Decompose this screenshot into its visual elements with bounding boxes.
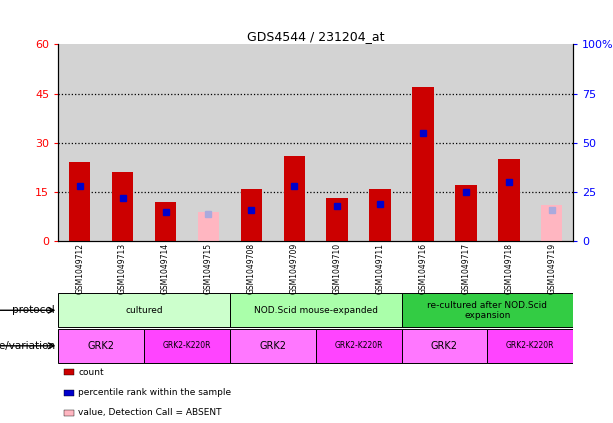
Text: protocol: protocol <box>12 305 55 315</box>
Bar <box>112 172 134 241</box>
Bar <box>402 44 444 241</box>
Bar <box>144 44 187 241</box>
Bar <box>154 202 177 241</box>
Text: GSM1049715: GSM1049715 <box>204 243 213 294</box>
Bar <box>58 44 101 241</box>
Bar <box>487 329 573 363</box>
Bar <box>241 189 262 241</box>
Text: GSM1049710: GSM1049710 <box>333 243 341 294</box>
Text: GSM1049718: GSM1049718 <box>504 243 513 294</box>
Bar <box>402 294 573 327</box>
Text: GSM1049711: GSM1049711 <box>376 243 384 294</box>
Bar <box>530 44 573 241</box>
Bar <box>230 329 316 363</box>
Bar <box>284 156 305 241</box>
Bar <box>444 44 487 241</box>
Text: GRK2: GRK2 <box>431 341 458 351</box>
Bar <box>197 212 219 241</box>
Text: GRK2-K220R: GRK2-K220R <box>334 341 383 350</box>
Text: GSM1049713: GSM1049713 <box>118 243 127 294</box>
Text: re-cultured after NOD.Scid
expansion: re-cultured after NOD.Scid expansion <box>427 301 547 320</box>
Bar <box>487 44 530 241</box>
Text: value, Detection Call = ABSENT: value, Detection Call = ABSENT <box>78 408 222 418</box>
Text: GRK2: GRK2 <box>88 341 115 351</box>
Bar <box>327 198 348 241</box>
Title: GDS4544 / 231204_at: GDS4544 / 231204_at <box>247 30 384 43</box>
Text: GSM1049708: GSM1049708 <box>247 243 256 294</box>
Bar <box>230 294 402 327</box>
Text: count: count <box>78 368 104 377</box>
Bar <box>359 44 402 241</box>
Bar <box>58 329 144 363</box>
Text: GSM1049712: GSM1049712 <box>75 243 84 294</box>
Bar <box>369 189 391 241</box>
Text: GSM1049719: GSM1049719 <box>547 243 556 294</box>
Text: GRK2: GRK2 <box>259 341 286 351</box>
Text: GSM1049717: GSM1049717 <box>462 243 470 294</box>
Text: GSM1049709: GSM1049709 <box>290 243 299 294</box>
Text: percentile rank within the sample: percentile rank within the sample <box>78 388 232 397</box>
Bar <box>187 44 230 241</box>
Bar <box>316 44 359 241</box>
Text: GRK2-K220R: GRK2-K220R <box>162 341 211 350</box>
Bar <box>498 159 520 241</box>
Bar <box>69 162 91 241</box>
Text: GSM1049714: GSM1049714 <box>161 243 170 294</box>
Bar <box>230 44 273 241</box>
Bar <box>412 87 434 241</box>
Bar <box>316 329 402 363</box>
Text: NOD.Scid mouse-expanded: NOD.Scid mouse-expanded <box>254 306 378 315</box>
Bar <box>541 205 563 241</box>
Text: genotype/variation: genotype/variation <box>0 341 55 351</box>
Bar <box>144 329 230 363</box>
Bar <box>402 329 487 363</box>
Bar <box>58 294 230 327</box>
Text: GRK2-K220R: GRK2-K220R <box>506 341 555 350</box>
Text: cultured: cultured <box>125 306 163 315</box>
Bar <box>273 44 316 241</box>
Bar <box>101 44 144 241</box>
Text: GSM1049716: GSM1049716 <box>419 243 427 294</box>
Bar <box>455 185 477 241</box>
